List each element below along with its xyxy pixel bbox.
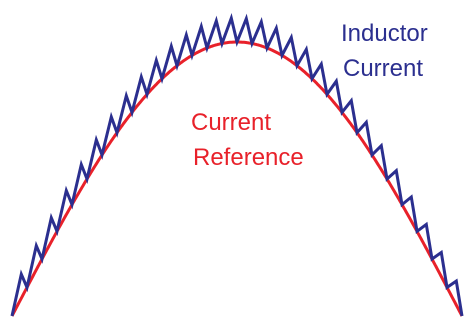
current-reference-label-line1: Current xyxy=(191,109,271,136)
inductor-current-label-line2: Current xyxy=(343,55,423,82)
current-reference-curve xyxy=(10,40,464,317)
inductor-current-waveform xyxy=(10,13,464,317)
inductor-current-label-line1: Inductor xyxy=(341,20,428,47)
current-reference-label-line2: Reference xyxy=(193,144,304,171)
